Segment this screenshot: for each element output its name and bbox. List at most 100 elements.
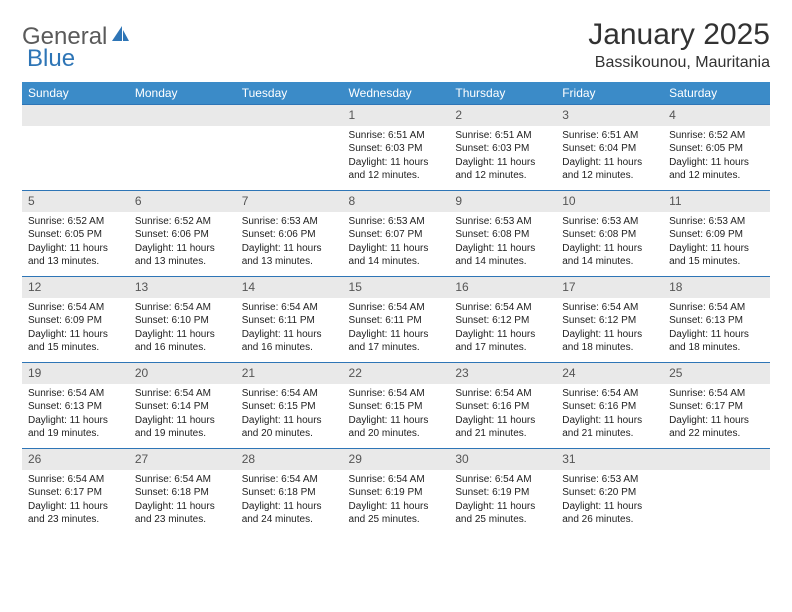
- logo-text-blue-wrap: Blue: [27, 47, 75, 71]
- day-cell: [663, 449, 770, 535]
- day-cell: 29Sunrise: 6:54 AMSunset: 6:19 PMDayligh…: [343, 449, 450, 535]
- day-number: 30: [449, 449, 556, 470]
- weekday-header: Monday: [129, 82, 236, 105]
- day-cell: 27Sunrise: 6:54 AMSunset: 6:18 PMDayligh…: [129, 449, 236, 535]
- week-row: 1Sunrise: 6:51 AMSunset: 6:03 PMDaylight…: [22, 105, 770, 191]
- day-details: Sunrise: 6:54 AMSunset: 6:11 PMDaylight:…: [343, 298, 450, 361]
- day-number: 25: [663, 363, 770, 384]
- day-number: 4: [663, 105, 770, 126]
- day-number: 18: [663, 277, 770, 298]
- day-details: Sunrise: 6:54 AMSunset: 6:18 PMDaylight:…: [236, 470, 343, 533]
- day-number: 5: [22, 191, 129, 212]
- week-row: 26Sunrise: 6:54 AMSunset: 6:17 PMDayligh…: [22, 449, 770, 535]
- day-cell: 5Sunrise: 6:52 AMSunset: 6:05 PMDaylight…: [22, 191, 129, 277]
- day-cell: 20Sunrise: 6:54 AMSunset: 6:14 PMDayligh…: [129, 363, 236, 449]
- day-cell: 21Sunrise: 6:54 AMSunset: 6:15 PMDayligh…: [236, 363, 343, 449]
- day-cell: 17Sunrise: 6:54 AMSunset: 6:12 PMDayligh…: [556, 277, 663, 363]
- day-number: 28: [236, 449, 343, 470]
- day-number: 8: [343, 191, 450, 212]
- day-details: Sunrise: 6:51 AMSunset: 6:03 PMDaylight:…: [449, 126, 556, 189]
- day-cell: 11Sunrise: 6:53 AMSunset: 6:09 PMDayligh…: [663, 191, 770, 277]
- day-number: [663, 449, 770, 470]
- header: General January 2025 Bassikounou, Maurit…: [22, 18, 770, 72]
- day-details: Sunrise: 6:54 AMSunset: 6:12 PMDaylight:…: [449, 298, 556, 361]
- weekday-header: Saturday: [663, 82, 770, 105]
- day-cell: 23Sunrise: 6:54 AMSunset: 6:16 PMDayligh…: [449, 363, 556, 449]
- day-cell: 9Sunrise: 6:53 AMSunset: 6:08 PMDaylight…: [449, 191, 556, 277]
- day-details: Sunrise: 6:52 AMSunset: 6:05 PMDaylight:…: [22, 212, 129, 275]
- day-details: Sunrise: 6:53 AMSunset: 6:07 PMDaylight:…: [343, 212, 450, 275]
- sail-icon: [109, 24, 131, 49]
- day-cell: [236, 105, 343, 191]
- day-details: Sunrise: 6:54 AMSunset: 6:17 PMDaylight:…: [663, 384, 770, 447]
- day-number: 13: [129, 277, 236, 298]
- day-details: Sunrise: 6:53 AMSunset: 6:08 PMDaylight:…: [449, 212, 556, 275]
- day-details: Sunrise: 6:54 AMSunset: 6:13 PMDaylight:…: [22, 384, 129, 447]
- weekday-header: Friday: [556, 82, 663, 105]
- day-cell: 28Sunrise: 6:54 AMSunset: 6:18 PMDayligh…: [236, 449, 343, 535]
- day-number: 17: [556, 277, 663, 298]
- day-number: 10: [556, 191, 663, 212]
- day-cell: 1Sunrise: 6:51 AMSunset: 6:03 PMDaylight…: [343, 105, 450, 191]
- day-cell: 18Sunrise: 6:54 AMSunset: 6:13 PMDayligh…: [663, 277, 770, 363]
- week-row: 5Sunrise: 6:52 AMSunset: 6:05 PMDaylight…: [22, 191, 770, 277]
- day-number: [236, 105, 343, 126]
- day-number: 14: [236, 277, 343, 298]
- day-number: 1: [343, 105, 450, 126]
- day-details: Sunrise: 6:52 AMSunset: 6:06 PMDaylight:…: [129, 212, 236, 275]
- day-cell: [22, 105, 129, 191]
- day-details: Sunrise: 6:54 AMSunset: 6:15 PMDaylight:…: [343, 384, 450, 447]
- day-cell: 12Sunrise: 6:54 AMSunset: 6:09 PMDayligh…: [22, 277, 129, 363]
- day-details: Sunrise: 6:54 AMSunset: 6:16 PMDaylight:…: [556, 384, 663, 447]
- day-cell: 22Sunrise: 6:54 AMSunset: 6:15 PMDayligh…: [343, 363, 450, 449]
- day-details: Sunrise: 6:53 AMSunset: 6:20 PMDaylight:…: [556, 470, 663, 533]
- day-number: 11: [663, 191, 770, 212]
- logo-text-blue: Blue: [27, 45, 75, 72]
- week-row: 12Sunrise: 6:54 AMSunset: 6:09 PMDayligh…: [22, 277, 770, 363]
- day-number: 29: [343, 449, 450, 470]
- day-number: 19: [22, 363, 129, 384]
- day-number: [22, 105, 129, 126]
- day-details: Sunrise: 6:54 AMSunset: 6:17 PMDaylight:…: [22, 470, 129, 533]
- weekday-row: SundayMondayTuesdayWednesdayThursdayFrid…: [22, 82, 770, 105]
- day-details: Sunrise: 6:54 AMSunset: 6:19 PMDaylight:…: [449, 470, 556, 533]
- weekday-header: Wednesday: [343, 82, 450, 105]
- day-cell: 24Sunrise: 6:54 AMSunset: 6:16 PMDayligh…: [556, 363, 663, 449]
- day-details: Sunrise: 6:53 AMSunset: 6:09 PMDaylight:…: [663, 212, 770, 275]
- day-details: Sunrise: 6:54 AMSunset: 6:13 PMDaylight:…: [663, 298, 770, 361]
- day-cell: 13Sunrise: 6:54 AMSunset: 6:10 PMDayligh…: [129, 277, 236, 363]
- day-number: 7: [236, 191, 343, 212]
- day-cell: 3Sunrise: 6:51 AMSunset: 6:04 PMDaylight…: [556, 105, 663, 191]
- day-cell: 2Sunrise: 6:51 AMSunset: 6:03 PMDaylight…: [449, 105, 556, 191]
- day-cell: 30Sunrise: 6:54 AMSunset: 6:19 PMDayligh…: [449, 449, 556, 535]
- day-cell: 16Sunrise: 6:54 AMSunset: 6:12 PMDayligh…: [449, 277, 556, 363]
- week-row: 19Sunrise: 6:54 AMSunset: 6:13 PMDayligh…: [22, 363, 770, 449]
- day-cell: 19Sunrise: 6:54 AMSunset: 6:13 PMDayligh…: [22, 363, 129, 449]
- day-details: Sunrise: 6:54 AMSunset: 6:12 PMDaylight:…: [556, 298, 663, 361]
- day-cell: 26Sunrise: 6:54 AMSunset: 6:17 PMDayligh…: [22, 449, 129, 535]
- day-details: Sunrise: 6:51 AMSunset: 6:04 PMDaylight:…: [556, 126, 663, 189]
- day-details: Sunrise: 6:54 AMSunset: 6:09 PMDaylight:…: [22, 298, 129, 361]
- day-details: Sunrise: 6:54 AMSunset: 6:14 PMDaylight:…: [129, 384, 236, 447]
- day-cell: 15Sunrise: 6:54 AMSunset: 6:11 PMDayligh…: [343, 277, 450, 363]
- day-number: 6: [129, 191, 236, 212]
- day-number: 15: [343, 277, 450, 298]
- day-details: Sunrise: 6:54 AMSunset: 6:11 PMDaylight:…: [236, 298, 343, 361]
- day-details: Sunrise: 6:54 AMSunset: 6:19 PMDaylight:…: [343, 470, 450, 533]
- location: Bassikounou, Mauritania: [588, 54, 770, 72]
- calendar-page: General January 2025 Bassikounou, Maurit…: [0, 0, 792, 535]
- day-cell: 8Sunrise: 6:53 AMSunset: 6:07 PMDaylight…: [343, 191, 450, 277]
- day-details: Sunrise: 6:51 AMSunset: 6:03 PMDaylight:…: [343, 126, 450, 189]
- day-cell: 10Sunrise: 6:53 AMSunset: 6:08 PMDayligh…: [556, 191, 663, 277]
- weekday-header: Tuesday: [236, 82, 343, 105]
- calendar-table: SundayMondayTuesdayWednesdayThursdayFrid…: [22, 82, 770, 535]
- day-details: Sunrise: 6:54 AMSunset: 6:18 PMDaylight:…: [129, 470, 236, 533]
- day-cell: 25Sunrise: 6:54 AMSunset: 6:17 PMDayligh…: [663, 363, 770, 449]
- day-number: 26: [22, 449, 129, 470]
- day-details: Sunrise: 6:54 AMSunset: 6:10 PMDaylight:…: [129, 298, 236, 361]
- day-cell: 4Sunrise: 6:52 AMSunset: 6:05 PMDaylight…: [663, 105, 770, 191]
- day-cell: 31Sunrise: 6:53 AMSunset: 6:20 PMDayligh…: [556, 449, 663, 535]
- day-number: 24: [556, 363, 663, 384]
- day-number: 16: [449, 277, 556, 298]
- month-title: January 2025: [588, 18, 770, 52]
